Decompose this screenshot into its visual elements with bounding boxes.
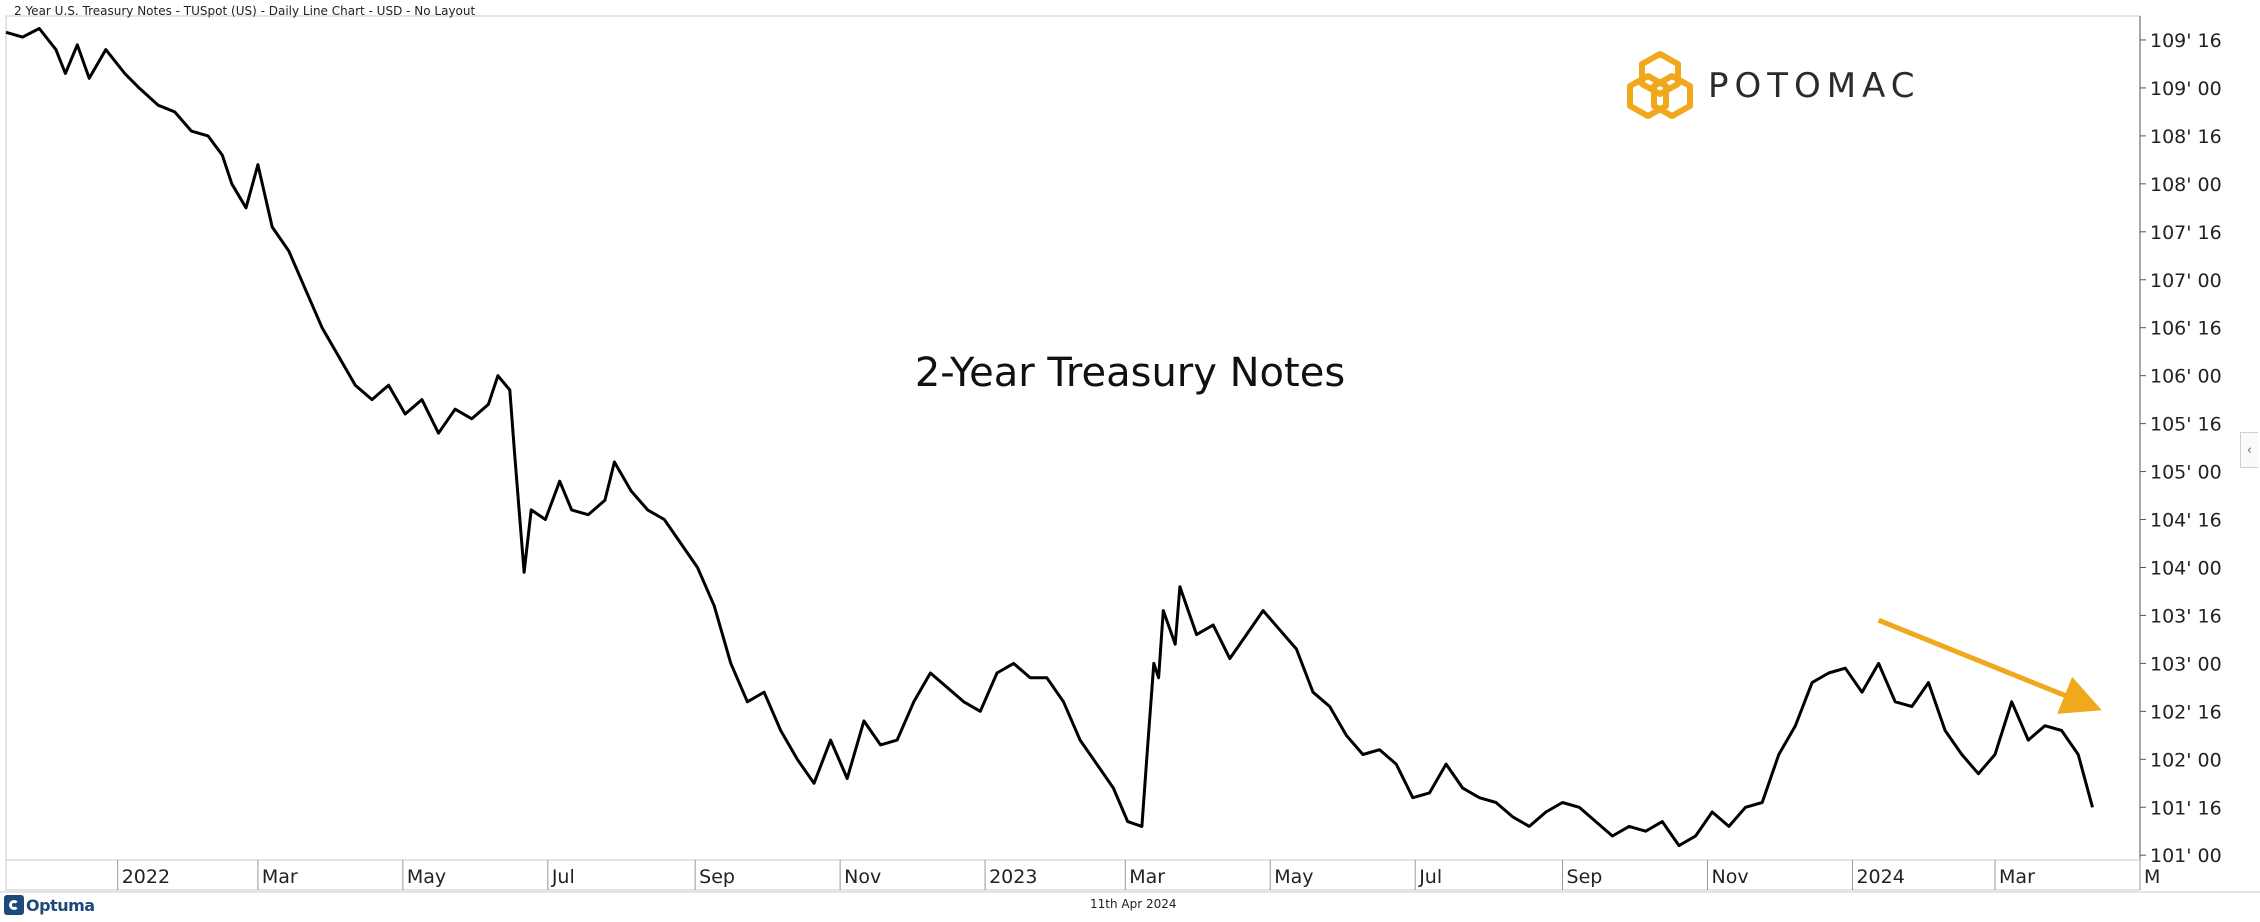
- optuma-brand: Optuma: [4, 894, 95, 916]
- y-axis-ticks: 101' 00 101' 16 102' 00 102' 16 103' 00 103' …: [2140, 30, 2222, 867]
- y-tick-label: 105' 16: [2150, 414, 2222, 436]
- x-tick-label: Sep: [699, 866, 735, 888]
- trend-arrow: [1877, 617, 2102, 714]
- y-tick-label: 108' 00: [2150, 174, 2222, 196]
- y-tick-label: 101' 16: [2150, 797, 2222, 819]
- x-tick-label: M: [2144, 866, 2160, 888]
- y-tick-label: 102' 00: [2150, 749, 2222, 771]
- plot-area: [5, 15, 2141, 861]
- chevron-left-icon: ‹: [2246, 442, 2253, 458]
- chart-header: 2 Year U.S. Treasury Notes - TUSpot (US)…: [14, 4, 476, 18]
- y-tick-label: 105' 00: [2150, 462, 2222, 484]
- x-tick-label: 2022: [122, 866, 170, 888]
- x-tick-label: Nov: [844, 866, 881, 888]
- x-tick-label: May: [407, 866, 446, 888]
- optuma-brand-text: Optuma: [26, 895, 95, 915]
- y-tick-label: 106' 16: [2150, 318, 2222, 340]
- y-tick-label: 103' 16: [2150, 605, 2222, 627]
- x-tick-label: Mar: [1999, 866, 2035, 888]
- potomac-wordmark: POTOMAC: [1708, 66, 1921, 106]
- x-tick-label: 2024: [1856, 866, 1904, 888]
- x-tick-label: Jul: [1418, 866, 1442, 888]
- y-tick-label: 106' 00: [2150, 366, 2222, 388]
- y-tick-label: 104' 00: [2150, 557, 2222, 579]
- y-tick-label: 107' 00: [2150, 270, 2222, 292]
- y-tick-label: 109' 16: [2150, 30, 2222, 52]
- potomac-hex-icon: [1627, 51, 1693, 119]
- x-tick-label: Mar: [1129, 866, 1165, 888]
- y-tick-label: 103' 00: [2150, 653, 2222, 675]
- x-axis-bar: [5, 859, 2141, 891]
- x-tick-label: May: [1274, 866, 1313, 888]
- y-tick-label: 104' 16: [2150, 510, 2222, 532]
- x-tick-label: Mar: [262, 866, 298, 888]
- x-tick-label: 2023: [989, 866, 1037, 888]
- y-tick-label: 102' 16: [2150, 701, 2222, 723]
- footer-date: 11th Apr 2024: [1090, 897, 1177, 911]
- y-tick-label: 101' 00: [2150, 845, 2222, 867]
- chart-title: 2-Year Treasury Notes: [915, 350, 1345, 396]
- potomac-logo: POTOMAC: [1627, 51, 1921, 119]
- x-tick-label: Nov: [1711, 866, 1748, 888]
- optuma-logo-icon: [4, 895, 24, 915]
- y-tick-label: 107' 16: [2150, 222, 2222, 244]
- x-axis-ticks: 2022 Mar May Jul Sep Nov 2023 Mar May Jul Sep Nov 20…: [117, 860, 2160, 890]
- collapse-panel-button[interactable]: ‹: [2240, 432, 2258, 468]
- y-tick-label: 108' 16: [2150, 126, 2222, 148]
- y-tick-label: 109' 00: [2150, 78, 2222, 100]
- x-tick-label: Sep: [1567, 866, 1603, 888]
- series-line: [5, 27, 2094, 848]
- x-tick-label: Jul: [551, 866, 575, 888]
